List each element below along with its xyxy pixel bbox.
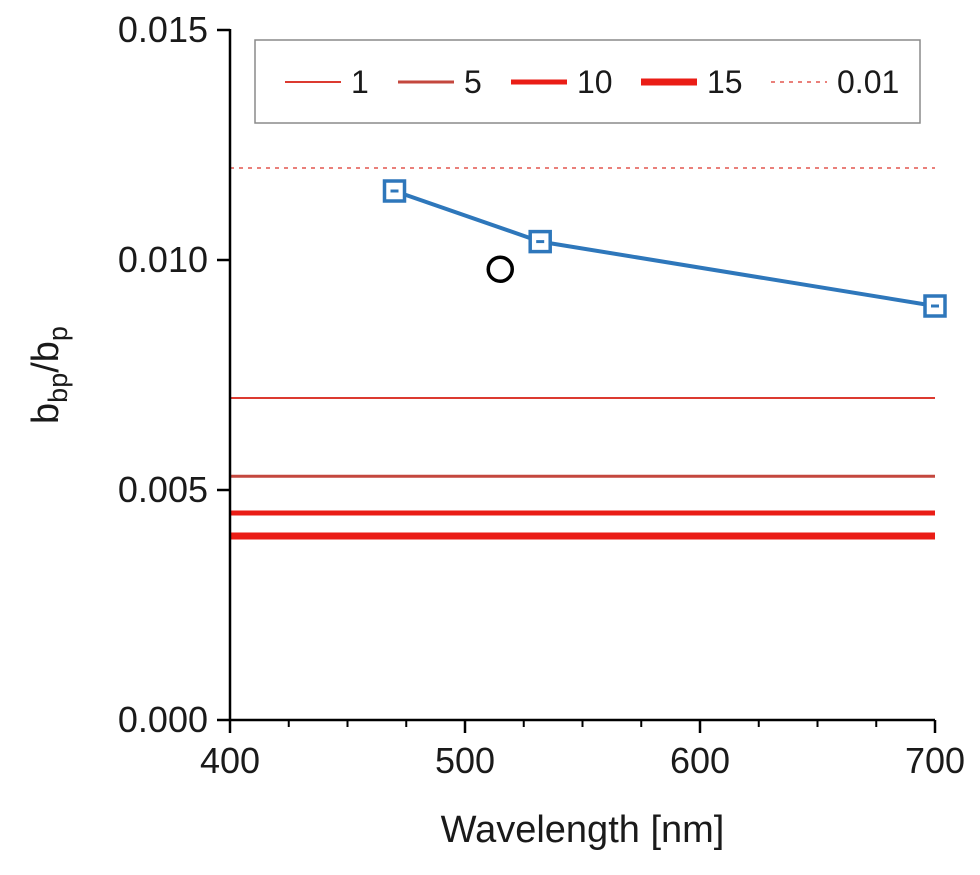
x-tick-label: 700 bbox=[905, 740, 965, 781]
x-tick-label: 400 bbox=[200, 740, 260, 781]
y-tick-label: 0.000 bbox=[118, 699, 208, 740]
x-tick-label: 600 bbox=[670, 740, 730, 781]
legend-label: 1 bbox=[351, 64, 369, 100]
legend-label: 15 bbox=[707, 64, 743, 100]
x-axis-title: Wavelength [nm] bbox=[441, 809, 725, 851]
legend-label: 0.01 bbox=[837, 64, 899, 100]
y-tick-label: 0.010 bbox=[118, 239, 208, 280]
legend: 1 5 10 15 0.01 bbox=[254, 39, 921, 124]
legend-label: 10 bbox=[577, 64, 613, 100]
x-tick-label: 500 bbox=[435, 740, 495, 781]
y-axis-title: bbp/bp bbox=[25, 326, 73, 424]
point-marker-circle bbox=[486, 255, 514, 283]
y-tick-label: 0.005 bbox=[118, 469, 208, 510]
series-line bbox=[393, 189, 936, 308]
y-tick-label: 0.015 bbox=[118, 9, 208, 50]
legend-label: 5 bbox=[464, 64, 482, 100]
